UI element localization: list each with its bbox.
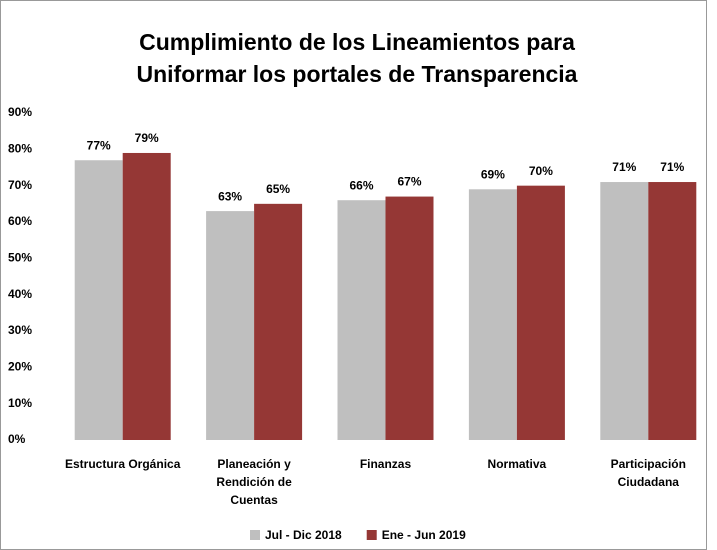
y-tick-label: 80%: [8, 142, 32, 156]
data-label: 69%: [481, 167, 505, 181]
y-tick-label: 0%: [8, 432, 26, 446]
bar: [337, 200, 386, 440]
bar: [468, 189, 517, 440]
data-label: 63%: [218, 189, 242, 203]
bar: [600, 182, 649, 441]
bar: [254, 203, 303, 440]
x-tick-label: Estructura Orgánica: [65, 457, 181, 471]
data-label: 79%: [135, 131, 159, 145]
legend-swatch: [250, 530, 260, 540]
legend-swatch: [366, 530, 377, 540]
chart-title: Uniformar los portales de Transparencia: [137, 61, 578, 87]
legend-label: Jul - Dic 2018: [265, 528, 342, 542]
x-tick-label: Finanzas: [360, 457, 412, 471]
x-tick-label: Cuentas: [230, 493, 278, 507]
data-label: 77%: [87, 138, 111, 152]
bar: [648, 182, 697, 441]
chart-title: Cumplimiento de los Lineamientos para: [139, 29, 575, 55]
x-tick-label: Participación: [611, 457, 686, 471]
y-tick-label: 90%: [8, 105, 32, 119]
data-label: 66%: [349, 178, 373, 192]
x-tick-label: Ciudadana: [618, 475, 680, 489]
y-tick-label: 60%: [8, 214, 32, 228]
bar: [206, 211, 255, 440]
bar: [122, 152, 171, 440]
data-label: 71%: [612, 160, 636, 174]
bar: [74, 160, 123, 440]
x-tick-label: Rendición de: [216, 475, 292, 489]
y-tick-label: 20%: [8, 360, 32, 374]
x-tick-label: Planeación y: [217, 457, 291, 471]
data-label: 65%: [266, 182, 290, 196]
data-label: 67%: [397, 175, 421, 189]
y-tick-label: 40%: [8, 287, 32, 301]
bar: [385, 196, 434, 440]
data-label: 71%: [660, 160, 684, 174]
bar: [516, 185, 565, 440]
y-tick-label: 10%: [8, 396, 32, 410]
x-tick-label: Normativa: [488, 457, 547, 471]
data-label: 70%: [529, 164, 553, 178]
y-tick-label: 30%: [8, 323, 32, 337]
legend-label: Ene - Jun 2019: [382, 528, 466, 542]
y-tick-label: 70%: [8, 178, 32, 192]
y-tick-label: 50%: [8, 251, 32, 265]
